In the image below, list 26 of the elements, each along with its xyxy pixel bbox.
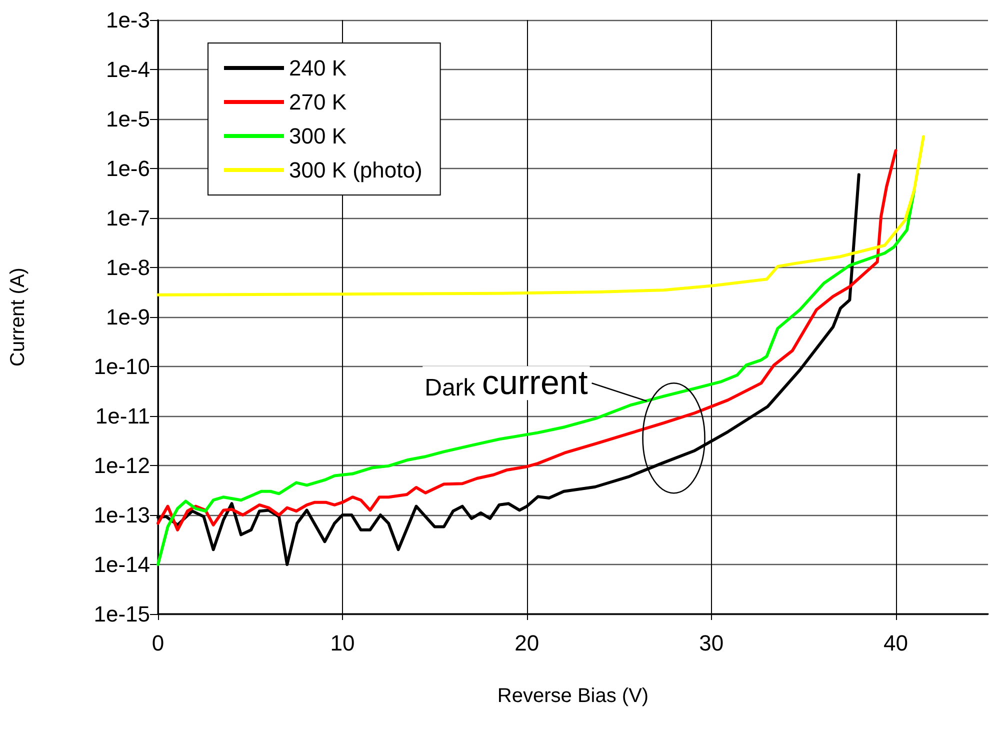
legend-label: 240 K <box>289 56 347 80</box>
y-axis-title: Current (A) <box>7 268 29 366</box>
x-tick-label: 0 <box>152 630 164 656</box>
y-tick-label: 1e-10 <box>94 354 150 379</box>
x-tick-label: 30 <box>699 630 724 656</box>
line-series <box>156 149 898 532</box>
x-tick-label: 10 <box>330 630 355 656</box>
y-tick-label: 1e-13 <box>94 502 150 528</box>
x-tick-label: 40 <box>884 630 908 656</box>
x-axis-title: Reverse Bias (V) <box>497 685 649 707</box>
y-tick-label: 1e-8 <box>106 255 150 280</box>
y-tick-label: 1e-6 <box>106 156 150 181</box>
y-tick-label: 1e-7 <box>106 206 150 230</box>
y-tick-label: 1e-15 <box>94 602 150 626</box>
y-tick-label: 1e-3 <box>106 8 150 32</box>
y-tick-label: 1e-9 <box>106 304 150 330</box>
y-tick-label: 1e-11 <box>95 404 150 428</box>
legend-label: 270 K <box>289 90 347 114</box>
y-tick-label: 1e-14 <box>94 552 150 577</box>
x-tick-label: 20 <box>514 630 540 656</box>
legend-label: 300 K <box>289 124 347 148</box>
y-tick-label: 1e-4 <box>106 57 150 82</box>
y-tick-label: 1e-5 <box>106 106 150 132</box>
legend-label: 300 K (photo) <box>289 158 422 182</box>
y-tick-label: 1e-12 <box>94 453 150 478</box>
annotation: Dark current <box>424 364 588 402</box>
